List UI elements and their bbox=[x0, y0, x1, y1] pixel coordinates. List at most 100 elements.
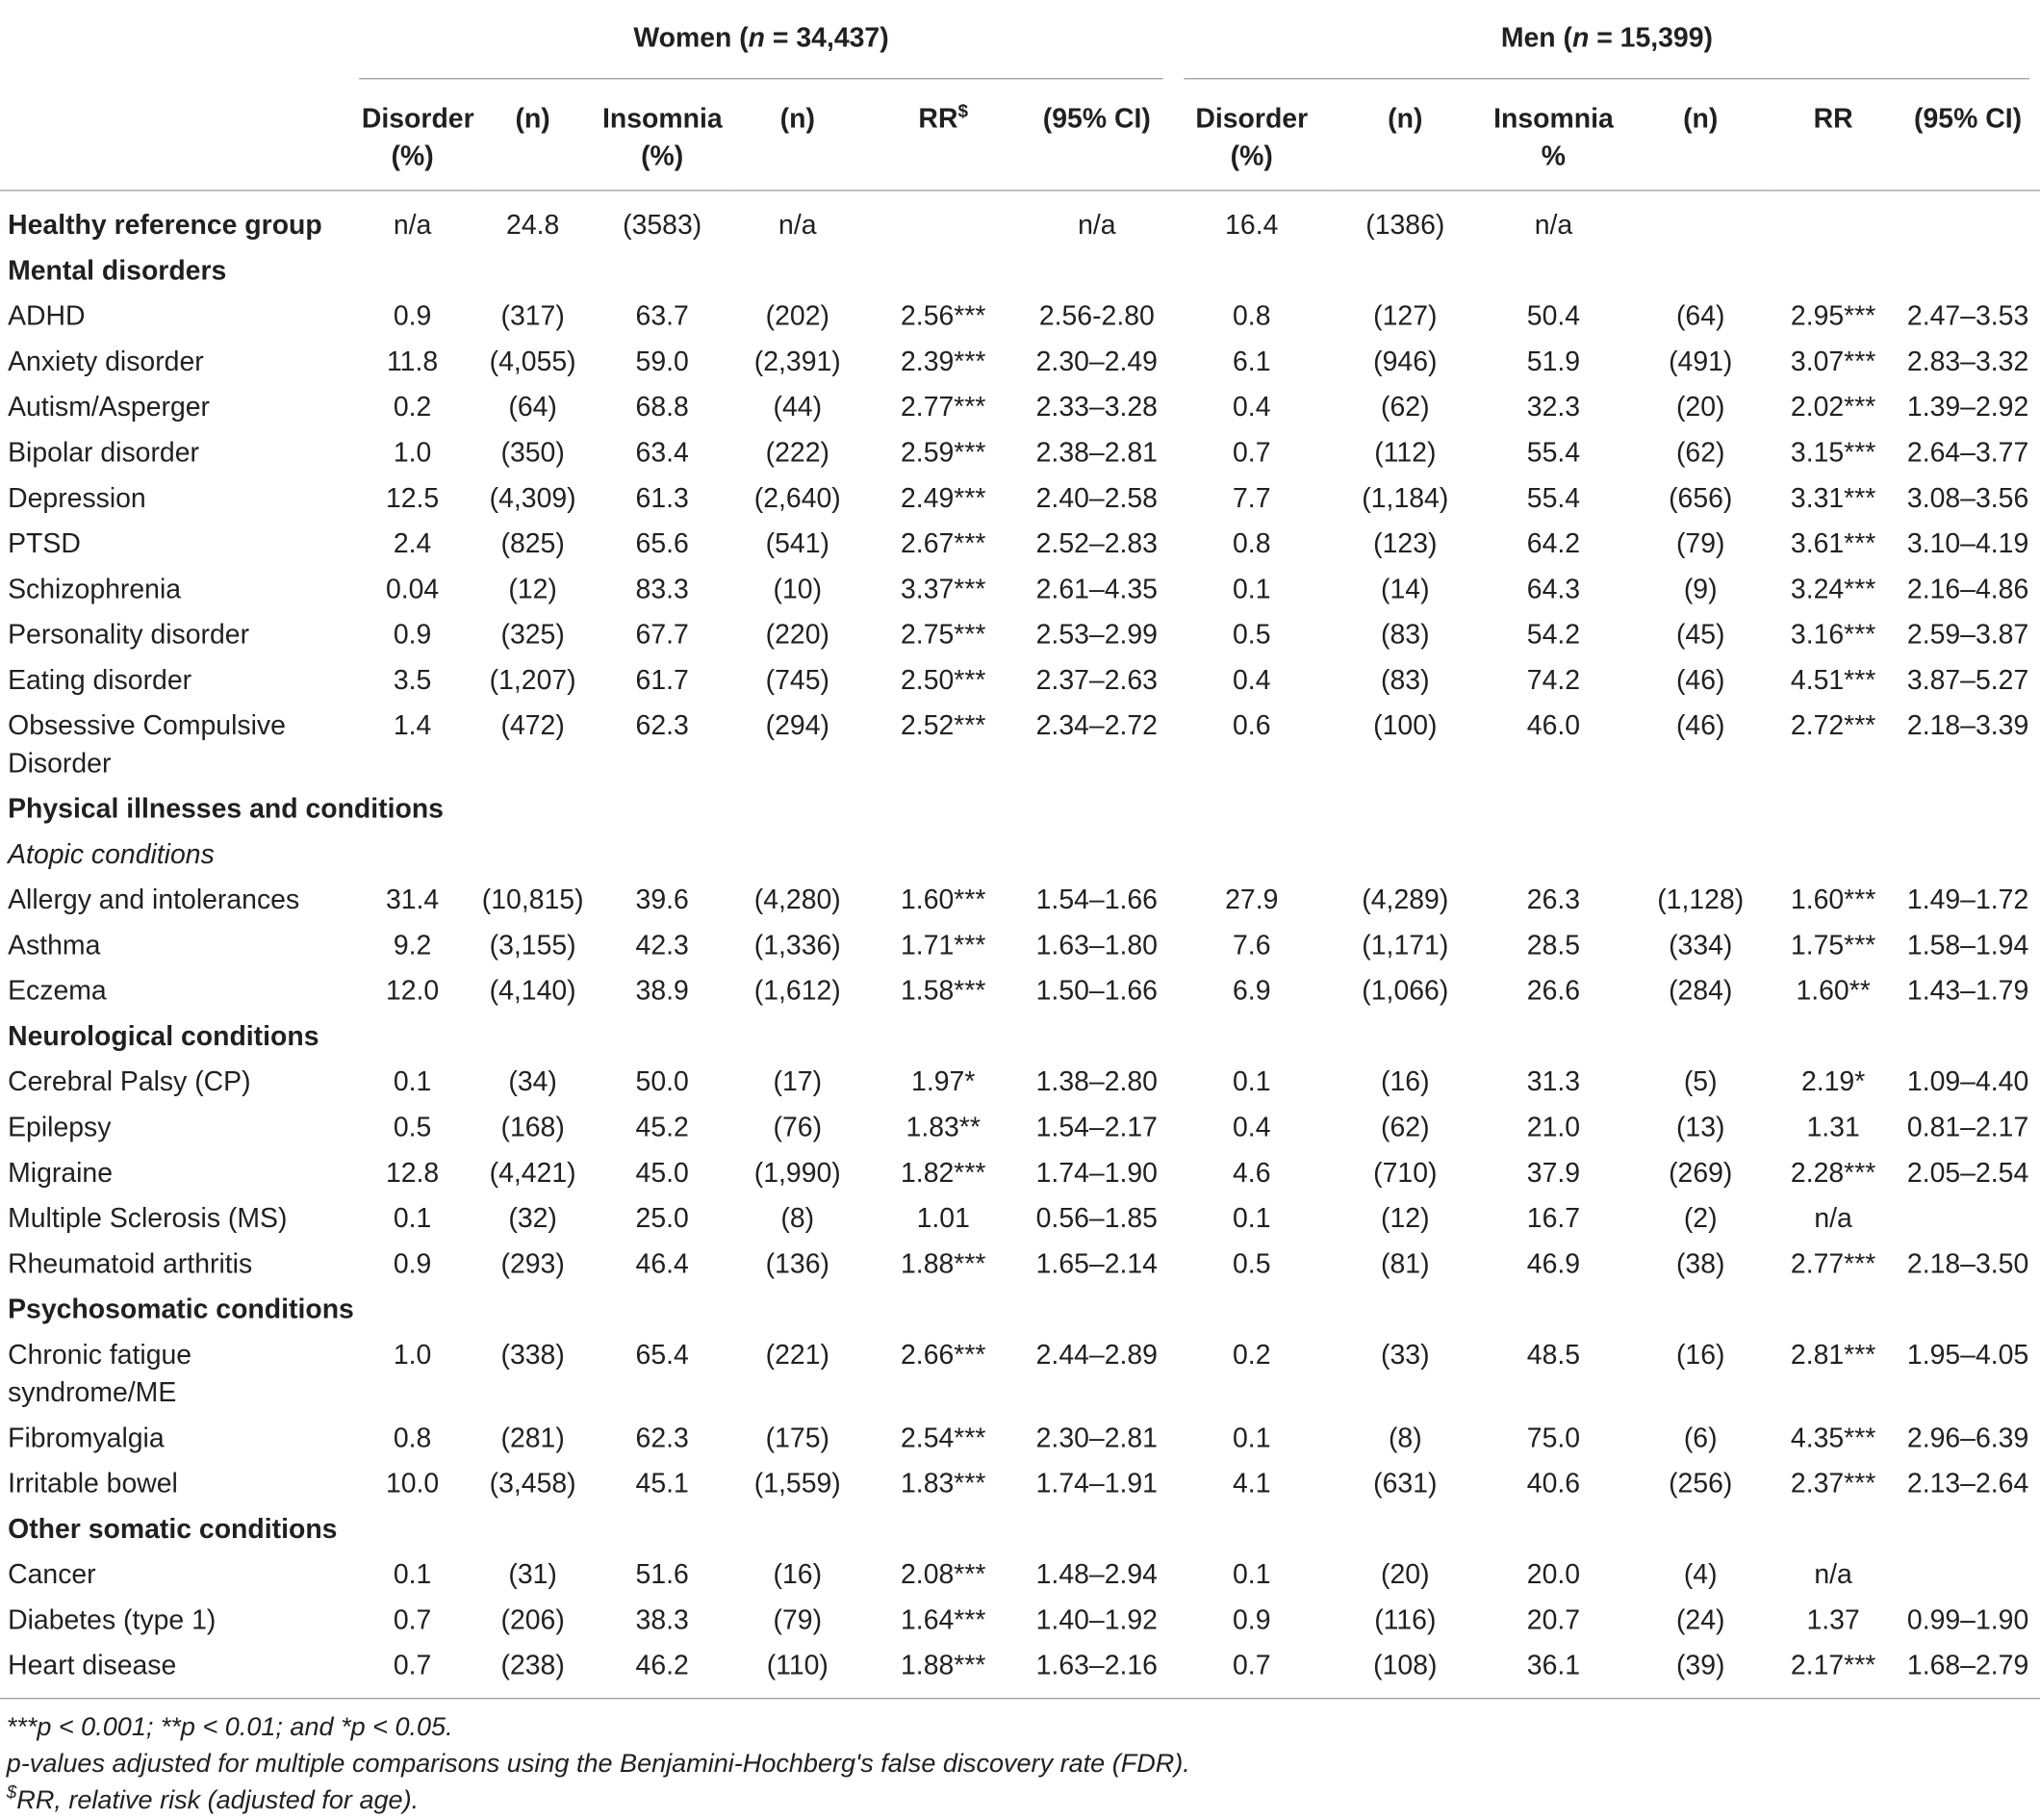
cell: 83.3 bbox=[635, 574, 689, 604]
cell: 26.3 bbox=[1526, 884, 1581, 915]
cell: 20.0 bbox=[1526, 1559, 1581, 1590]
cell: (631) bbox=[1373, 1468, 1438, 1499]
cell: (202) bbox=[765, 300, 829, 331]
cell: (16) bbox=[1675, 1339, 1725, 1370]
cell: (31) bbox=[508, 1559, 557, 1590]
cell: (116) bbox=[1374, 1604, 1437, 1635]
cell: (4,055) bbox=[489, 346, 576, 377]
cell: 0.1 bbox=[393, 1559, 432, 1590]
cell: (64) bbox=[508, 392, 557, 423]
empty-cell bbox=[1896, 1195, 2040, 1241]
cell: 2.18–3.50 bbox=[1906, 1248, 2029, 1279]
cell: 1.60*** bbox=[1790, 884, 1876, 915]
cell: 0.4 bbox=[1233, 1112, 1271, 1142]
column-header-text: (n) bbox=[515, 104, 550, 135]
cell: 0.5 bbox=[1233, 619, 1271, 650]
cell: 25.0 bbox=[635, 1203, 689, 1234]
cell: 0.7 bbox=[1169, 1642, 1334, 1700]
cell: 0.8 bbox=[393, 1423, 432, 1453]
cell: 0.56–1.85 bbox=[1035, 1203, 1158, 1234]
cell: 46.0 bbox=[1526, 710, 1581, 741]
data-row: Cerebral Palsy (CP) 0.1 (34) 50.0 (17) 1.97* 1… bbox=[0, 1059, 2040, 1104]
cell: 2.56*** bbox=[901, 300, 986, 331]
cell: 1.54–2.17 bbox=[1035, 1112, 1158, 1142]
cell: (8) bbox=[1388, 1423, 1422, 1453]
cell: 2.38–2.81 bbox=[1035, 437, 1158, 468]
cell: 2.30–2.81 bbox=[1035, 1423, 1158, 1453]
cell: (16) bbox=[773, 1559, 823, 1590]
row-label: Allergy and intolerances bbox=[8, 884, 300, 915]
cell: 2.08*** bbox=[901, 1559, 986, 1590]
cell: (12) bbox=[1381, 1203, 1430, 1234]
cell: n/a bbox=[1814, 1559, 1852, 1590]
cell: (79) bbox=[1675, 528, 1725, 559]
cell: 31.4 bbox=[385, 884, 440, 915]
column-header-text: (n) bbox=[779, 104, 815, 135]
cell: 46.9 bbox=[1526, 1248, 1581, 1279]
cell: (1,171) bbox=[1362, 930, 1449, 961]
cell: 2.44–2.89 bbox=[1035, 1339, 1158, 1370]
cell: 0.81–2.17 bbox=[1906, 1112, 2029, 1142]
cell: (2,640) bbox=[753, 482, 841, 513]
cell: 1.65–2.14 bbox=[1035, 1248, 1158, 1279]
cell: (108) bbox=[1333, 1642, 1477, 1700]
cell: (2) bbox=[1683, 1203, 1718, 1234]
row-label: Migraine bbox=[8, 1157, 114, 1188]
column-header-text: (95% CI) bbox=[1042, 104, 1151, 135]
cell: 45.1 bbox=[635, 1468, 689, 1499]
column-header: (95% CI) bbox=[1024, 79, 1170, 192]
cell: 2.54*** bbox=[901, 1423, 986, 1453]
group-name: Men ( bbox=[1500, 23, 1572, 54]
cell: (110) bbox=[732, 1642, 863, 1700]
cell: 50.0 bbox=[635, 1066, 689, 1097]
cell: (20) bbox=[1675, 392, 1725, 423]
section-row: Neurological conditions bbox=[0, 1013, 2040, 1059]
cell: 0.8 bbox=[1233, 300, 1271, 331]
cell: (12) bbox=[508, 574, 557, 604]
cell: 2.72*** bbox=[1790, 710, 1876, 741]
cell: 2.19* bbox=[1800, 1066, 1866, 1097]
cell: (39) bbox=[1630, 1642, 1772, 1700]
cell: 1.0 bbox=[393, 437, 432, 468]
cell: 55.4 bbox=[1526, 482, 1581, 513]
column-header-text: RR bbox=[918, 104, 958, 135]
group-n-symbol: n bbox=[748, 23, 766, 54]
cell: 2.67*** bbox=[901, 528, 986, 559]
cell: 2.18–3.39 bbox=[1906, 710, 2029, 741]
cell: (32) bbox=[508, 1203, 557, 1234]
empty-cell bbox=[1896, 1551, 2040, 1597]
cell: 32.3 bbox=[1526, 392, 1581, 423]
group-n-value: = 34,437) bbox=[765, 23, 889, 54]
column-header: Insomnia (%) bbox=[592, 79, 733, 192]
cell: 1.01 bbox=[916, 1203, 970, 1234]
cell: 0.1 bbox=[1233, 1423, 1271, 1453]
empty-cell bbox=[1771, 191, 1896, 247]
data-row: Cancer 0.1 (31) 51.6 (16) 2.08*** 1.48–2.94 0.1… bbox=[0, 1551, 2040, 1597]
group-header: Men (n = 15,399) bbox=[1170, 0, 2040, 80]
cell: (81) bbox=[1381, 1248, 1430, 1279]
column-header-text: (n) bbox=[1683, 104, 1719, 135]
cell: 68.8 bbox=[635, 392, 689, 423]
cell: (62) bbox=[1381, 1112, 1430, 1142]
column-header-text: (95% CI) bbox=[1914, 104, 2023, 135]
cell: (1,066) bbox=[1362, 975, 1449, 1006]
cell: 27.9 bbox=[1225, 884, 1279, 915]
cell: 61.3 bbox=[635, 482, 689, 513]
data-row: Personality disorder 0.9 (325) 67.7 (220) 2.7… bbox=[0, 612, 2040, 657]
data-table: Women (n = 34,437) Men (n = 15,399) Disor… bbox=[0, 0, 2040, 1700]
cell: 2.37–2.63 bbox=[1035, 664, 1158, 695]
cell: 12.5 bbox=[385, 482, 440, 513]
cell: 6.1 bbox=[1233, 346, 1271, 377]
cell: 2.56-2.80 bbox=[1038, 300, 1155, 331]
footnote-sup: $ bbox=[6, 1781, 17, 1803]
cell: 2.37*** bbox=[1790, 1468, 1876, 1499]
group-n-value: = 15,399) bbox=[1589, 23, 1713, 54]
cell: 1.97* bbox=[911, 1066, 976, 1097]
cell: 1.50–1.66 bbox=[1035, 975, 1158, 1006]
cell: n/a bbox=[1814, 1203, 1852, 1234]
cell: 1.95–4.05 bbox=[1906, 1339, 2029, 1370]
cell: 1.63–1.80 bbox=[1035, 930, 1158, 961]
cell: (656) bbox=[1669, 482, 1733, 513]
cell: 59.0 bbox=[635, 346, 689, 377]
cell: (3583) bbox=[623, 210, 702, 241]
